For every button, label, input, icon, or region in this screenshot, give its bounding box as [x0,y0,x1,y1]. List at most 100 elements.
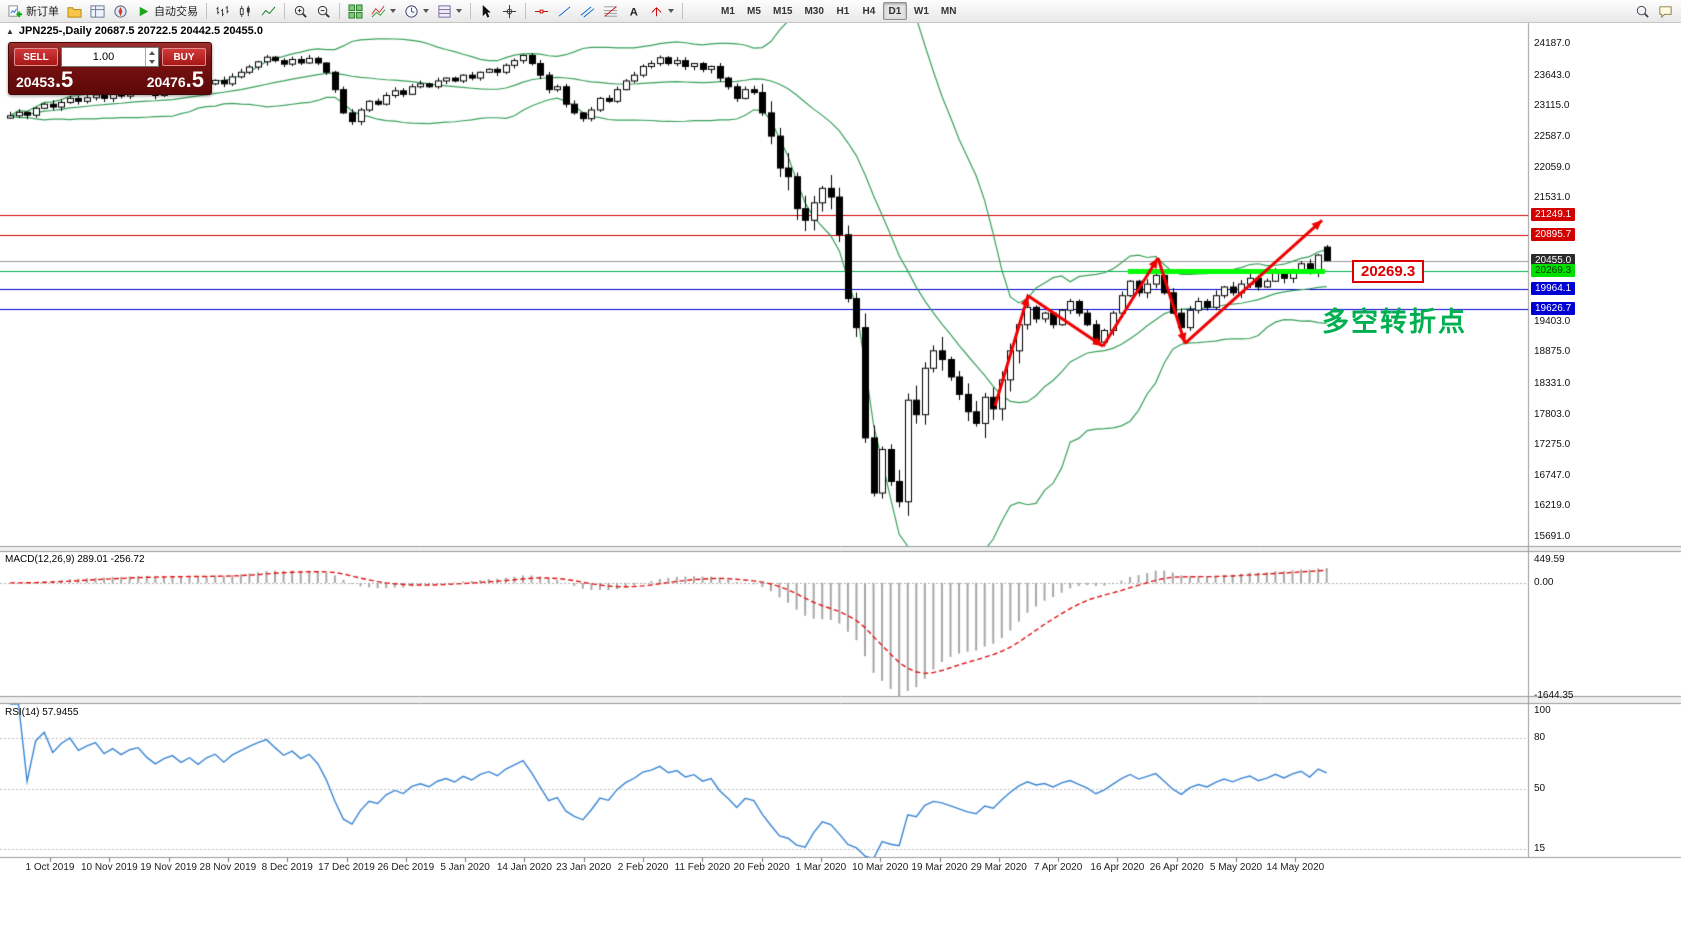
trendline-icon [557,4,572,19]
auto-trading-icon [136,4,151,19]
trendline-button[interactable] [553,1,576,21]
chat-icon [1658,4,1673,19]
date-label: 23 Jan 2020 [556,862,612,873]
price-axis-label: 17803.0 [1534,408,1571,420]
volume-up-icon[interactable] [146,48,158,57]
macd-axis-label: 449.59 [1534,554,1565,565]
new-order-button[interactable]: 新订单 [4,1,63,21]
macd-label: MACD(12,26,9) 289.01 -256.72 [5,554,145,565]
chart-title: ▲ JPN225-,Daily 20687.5 20722.5 20442.5 … [6,25,263,37]
toolbar-separator [525,3,526,19]
cursor-button[interactable] [475,1,498,21]
zoom-in-button[interactable] [289,1,312,21]
templates-icon [437,4,452,19]
crosshair-button[interactable] [498,1,521,21]
toolbar-separator [284,3,285,19]
market-watch-button[interactable] [86,1,109,21]
timeframe-m1[interactable]: M1 [716,2,740,20]
channel-button[interactable] [576,1,599,21]
horizontal-line-button[interactable] [530,1,553,21]
navigator-icon [113,4,128,19]
timeframe-m15[interactable]: M15 [768,2,797,20]
date-label: 2 Feb 2020 [617,862,669,873]
rsi-label: RSI(14) 57.9455 [5,707,79,718]
date-label: 7 Apr 2020 [1033,862,1083,873]
search-button[interactable] [1631,1,1654,21]
toolbar-separator [339,3,340,19]
arrows-tool-icon [649,4,664,19]
date-label: 19 Nov 2019 [140,862,197,873]
toolbar: 新订单 自动交易 A M1 M5 M15 M30 H1 H4 D1 W1 MN [0,0,1681,23]
one-click-toggle-icon[interactable]: ▲ [6,26,14,36]
buy-button[interactable]: BUY [162,48,206,66]
turning-point-annotation[interactable]: 多空转折点 [1322,307,1467,337]
profiles-button[interactable] [63,1,86,21]
volume-value[interactable]: 1.00 [92,51,115,63]
tile-windows-button[interactable] [344,1,367,21]
buy-price[interactable]: 20476.5 [146,67,204,92]
timeframe-h1[interactable]: H1 [831,2,855,20]
timeframe-d1[interactable]: D1 [882,2,907,20]
periods-button[interactable] [400,1,433,21]
date-label: 19 Mar 2020 [911,862,968,873]
price-axis-label: 16747.0 [1534,469,1571,481]
text-tool-button[interactable]: A [622,1,645,21]
candlestick-chart-button[interactable] [234,1,257,21]
price-axis-label: 15691.0 [1534,531,1571,543]
crosshair-icon [502,4,517,19]
price-axis-label: 18331.0 [1534,377,1571,389]
chat-button[interactable] [1654,1,1677,21]
price-axis-label: 16219.0 [1534,500,1571,512]
sell-price[interactable]: 20453.5 [16,67,74,92]
rsi-axis-label: 15 [1534,842,1546,854]
market-watch-icon [90,4,105,19]
price-axis-label: 22059.0 [1534,161,1571,173]
line-chart-button[interactable] [257,1,280,21]
rsi-axis-label: 80 [1534,732,1546,743]
one-click-trading-panel: SELL 1.00 BUY 20453.5 20476.5 [8,42,212,95]
volume-stepper[interactable]: 1.00 [61,47,159,67]
date-label: 14 May 2020 [1266,862,1325,873]
rsi-axis-label: 50 [1534,783,1546,794]
date-label: 10 Nov 2019 [80,862,138,873]
bar-chart-icon [215,4,230,19]
toolbar-separator [682,3,683,19]
svg-text:A: A [630,6,638,18]
toolbar-separator [470,3,471,19]
date-label: 17 Dec 2019 [318,862,375,873]
timeframe-mn[interactable]: MN [936,2,962,20]
zoom-out-button[interactable] [312,1,335,21]
price-badge: 19964.1 [1531,282,1576,296]
time-axis: 1 Oct 2019 10 Nov 2019 19 Nov 2019 28 Nov 2… [0,860,1530,880]
timeframe-h4[interactable]: H4 [857,2,881,20]
price-axis-label: 21531.0 [1534,192,1571,204]
chevron-down-icon [423,9,429,13]
timeframe-m5[interactable]: M5 [742,2,766,20]
indicators-button[interactable] [367,1,400,21]
price-badge: 20269.3 [1531,264,1576,278]
timeframe-w1[interactable]: W1 [909,2,934,20]
fibonacci-button[interactable] [599,1,622,21]
auto-trading-button[interactable]: 自动交易 [132,1,202,21]
macd-axis-label: 0.00 [1534,576,1554,588]
zoom-in-icon [293,4,308,19]
price-axis-label: 22587.0 [1534,130,1571,142]
arrows-tool-button[interactable] [645,1,678,21]
bar-chart-button[interactable] [211,1,234,21]
date-label: 26 Apr 2020 [1149,862,1204,873]
date-label: 16 Apr 2020 [1090,862,1145,873]
chevron-down-icon [668,9,674,13]
channel-icon [580,4,595,19]
navigator-button[interactable] [109,1,132,21]
timeframe-m30[interactable]: M30 [799,2,828,20]
price-badge: 19626.7 [1531,301,1576,315]
volume-down-icon[interactable] [146,57,158,66]
sell-button[interactable]: SELL [14,48,58,66]
price-annotation-box[interactable]: 20269.3 [1352,260,1425,284]
templates-button[interactable] [433,1,466,21]
date-label: 8 Dec 2019 [261,862,313,873]
periods-icon [404,4,419,19]
zoom-out-icon [316,4,331,19]
